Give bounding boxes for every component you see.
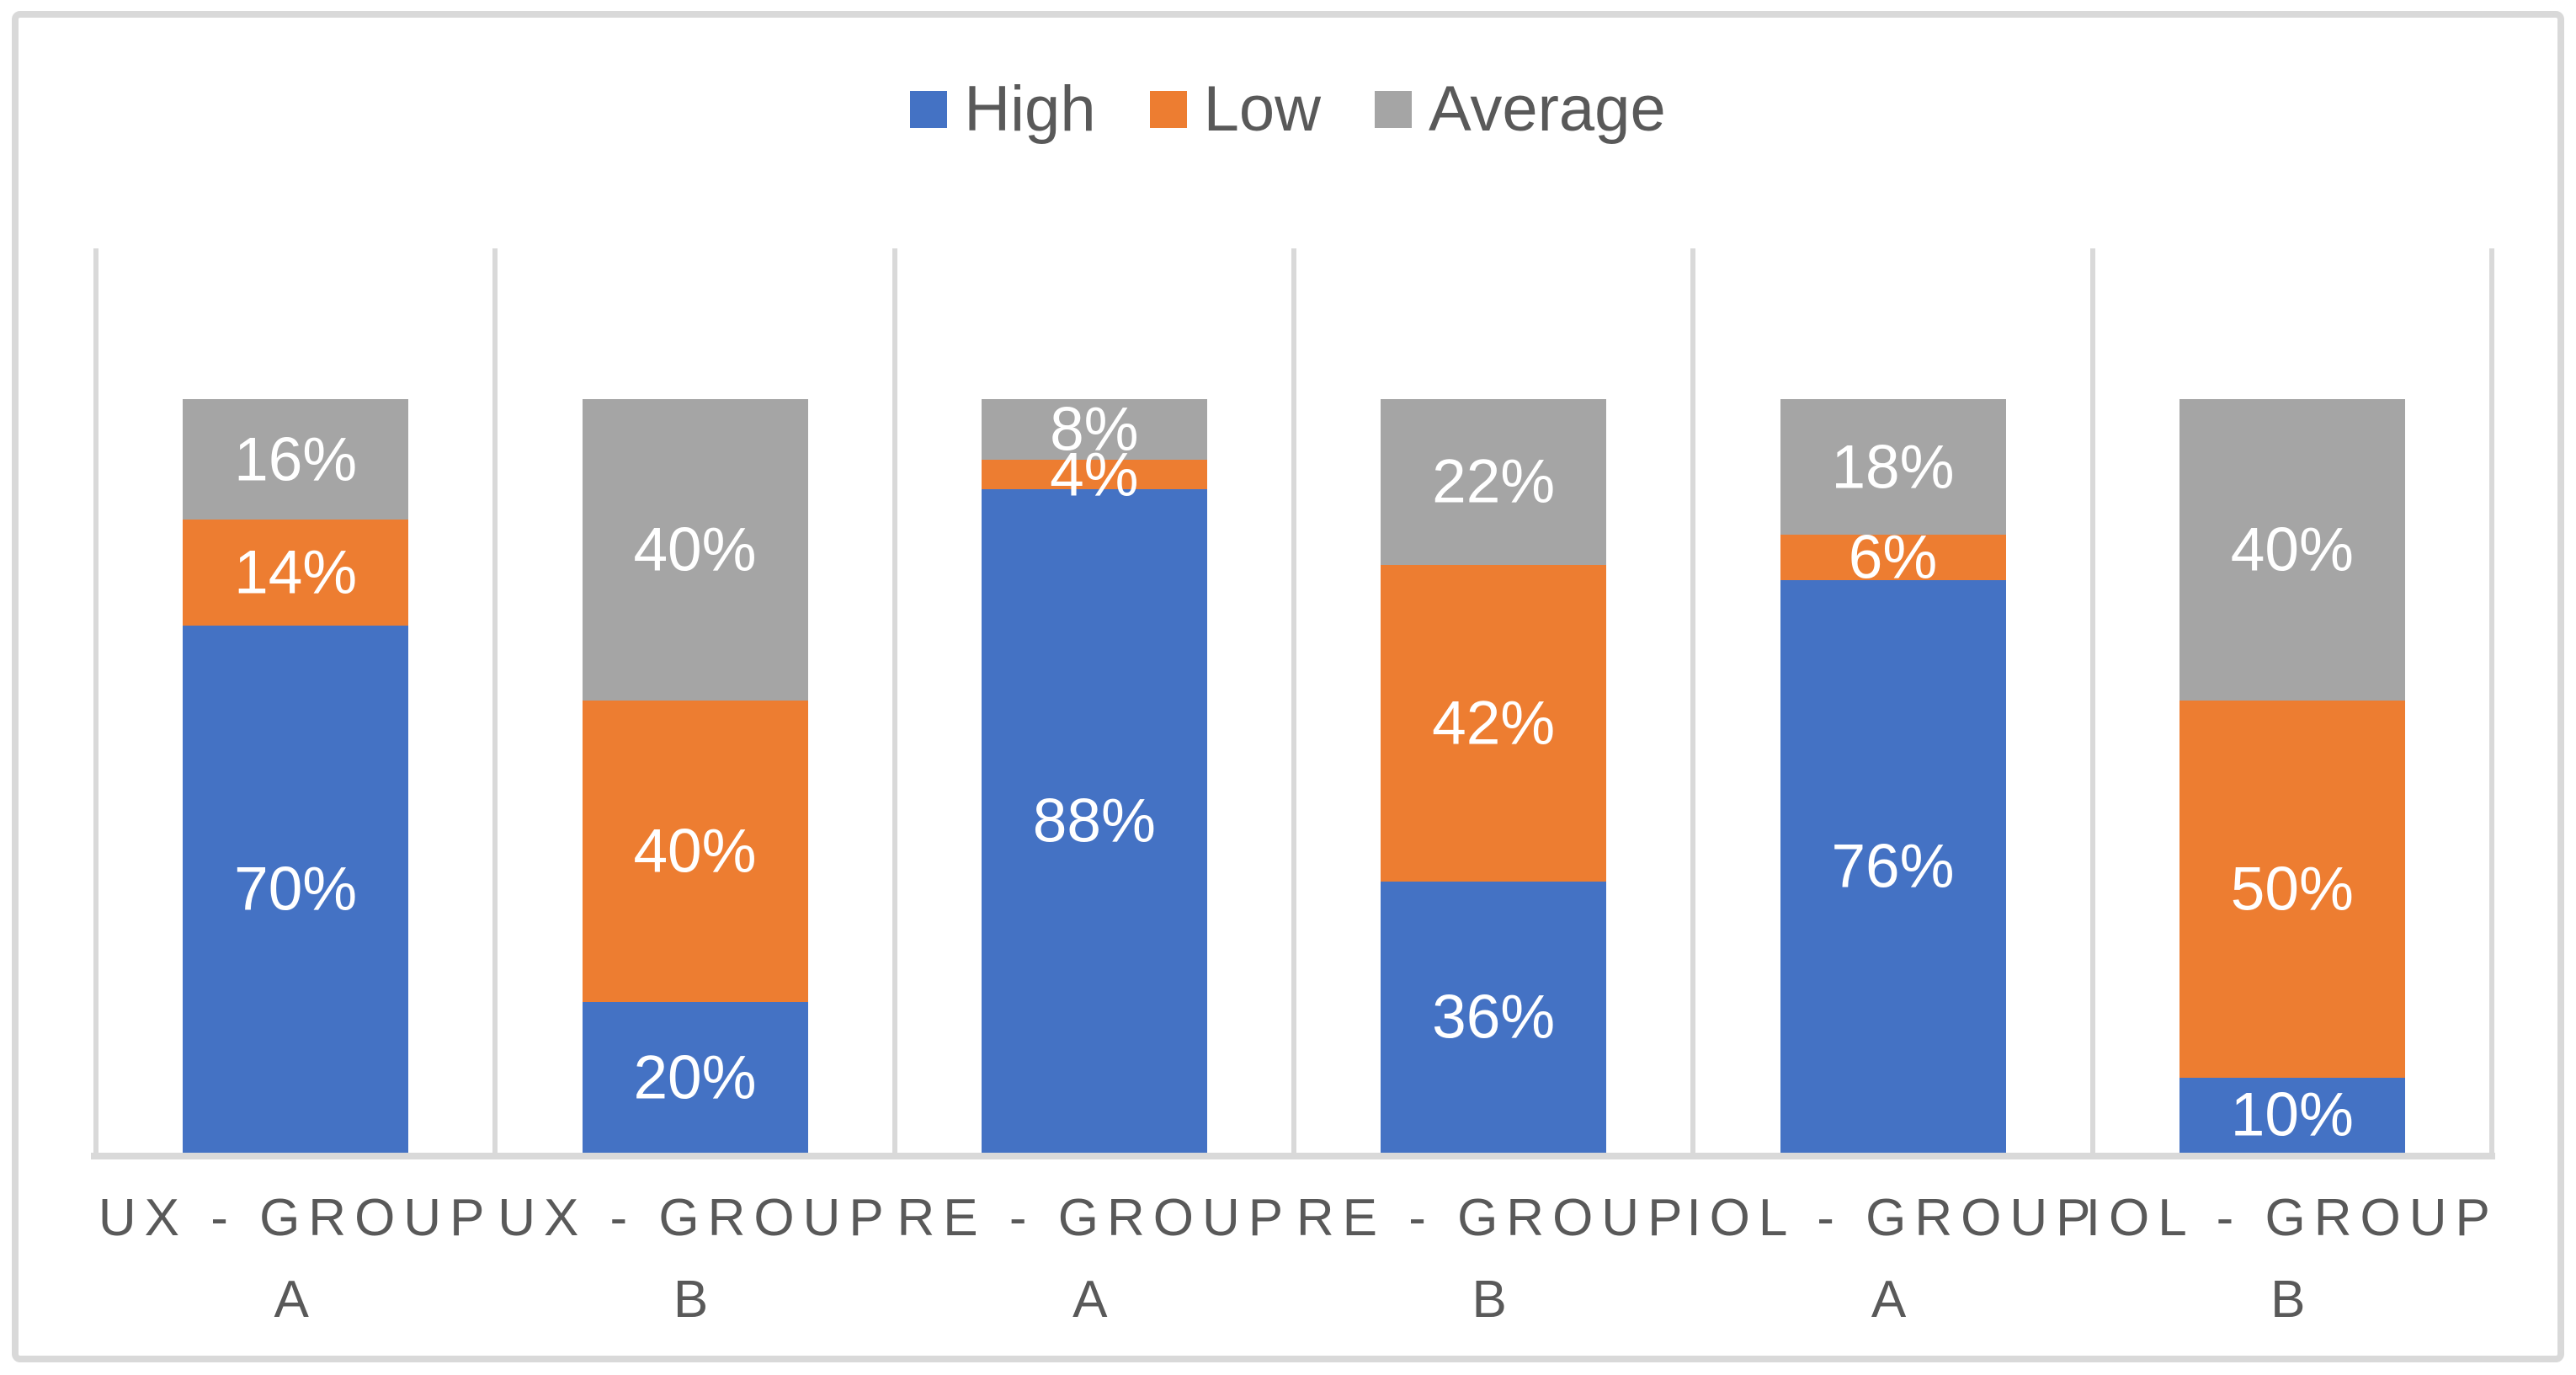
category-label-line: IOL - GROUP xyxy=(2085,1189,2499,1247)
vertical-gridline xyxy=(2089,248,2095,1153)
bar-segment-average: 8% xyxy=(981,395,1207,464)
data-label: 40% xyxy=(2230,515,2354,584)
legend-swatch-icon xyxy=(1375,90,1413,128)
data-label: 50% xyxy=(2230,855,2354,924)
data-label: 8% xyxy=(1050,395,1139,464)
stacked-bar: 18% 6% 76% xyxy=(1780,399,2006,1153)
vertical-gridline xyxy=(2489,248,2494,1153)
bar-segment-high: 70% xyxy=(183,625,409,1153)
data-label: 16% xyxy=(234,425,358,494)
legend-item-low: Low xyxy=(1149,73,1322,145)
bar-segment-low: 50% xyxy=(2179,701,2405,1078)
vertical-gridline xyxy=(1690,248,1696,1153)
category-label-line: B xyxy=(673,1271,717,1329)
data-label: 14% xyxy=(234,538,358,607)
stacked-bar: 22% 42% 36% xyxy=(1381,399,1607,1153)
stacked-bar: 16% 14% 70% xyxy=(183,399,409,1153)
bar-segment-average: 18% xyxy=(1780,399,2006,536)
legend-swatch-icon xyxy=(1149,90,1187,128)
bar-segment-high: 36% xyxy=(1381,881,1607,1153)
bar-segment-high: 76% xyxy=(1780,579,2006,1153)
vertical-gridline xyxy=(93,248,98,1153)
category-label-line: IOL - GROUP xyxy=(1686,1189,2100,1247)
stacked-bar: 8% 4% 88% xyxy=(981,395,1207,1153)
category-label: RE - GROUP B xyxy=(1294,1177,1693,1340)
category-label-line: A xyxy=(1072,1271,1116,1329)
vertical-gridline xyxy=(1291,248,1296,1153)
data-label: 42% xyxy=(1432,689,1556,758)
legend-label: Average xyxy=(1429,73,1666,145)
category-label-line: RE - GROUP xyxy=(897,1189,1292,1247)
category-label: IOL - GROUP B xyxy=(2086,1177,2492,1340)
legend-swatch-icon xyxy=(910,90,948,128)
data-label: 4% xyxy=(1050,440,1139,509)
bar-segment-average: 40% xyxy=(2179,399,2405,701)
bar-segment-low: 42% xyxy=(1381,564,1607,882)
data-label: 88% xyxy=(1032,786,1156,855)
category-label-line: UX - GROUP xyxy=(98,1189,493,1247)
legend-label: High xyxy=(964,73,1096,145)
plot-area: 16% 14% 70% 40% 40% 20% 8% 4% 88% 22% 42% 36% 18% 6% 7… xyxy=(93,248,2494,1153)
bar-segment-low: 4% xyxy=(981,444,1207,505)
bar-segment-high: 88% xyxy=(981,489,1207,1153)
category-label-line: UX - GROUP xyxy=(498,1189,892,1247)
bar-segment-average: 22% xyxy=(1381,399,1607,565)
category-label: UX - GROUP B xyxy=(496,1177,895,1340)
stacked-bar: 40% 50% 10% xyxy=(2179,399,2405,1153)
bar-segment-low: 40% xyxy=(582,701,808,1002)
vertical-gridline xyxy=(891,248,897,1153)
category-label-line: B xyxy=(1472,1271,1515,1329)
category-label: RE - GROUP A xyxy=(895,1177,1294,1340)
data-label: 20% xyxy=(633,1043,757,1111)
bar-segment-low: 6% xyxy=(1780,526,2006,588)
legend: High Low Average xyxy=(0,76,2576,143)
category-label: IOL - GROUP A xyxy=(1686,1177,2093,1340)
data-label: 10% xyxy=(2230,1080,2354,1149)
category-label-line: RE - GROUP xyxy=(1296,1189,1691,1247)
legend-item-average: Average xyxy=(1375,76,1666,143)
category-label-line: A xyxy=(274,1271,317,1329)
category-label: UX - GROUP A xyxy=(96,1177,495,1340)
bar-segment-average: 40% xyxy=(582,399,808,701)
stacked-bar: 40% 40% 20% xyxy=(582,399,808,1153)
x-axis-line xyxy=(91,1153,2495,1159)
chart-frame-border xyxy=(12,11,2564,1362)
data-label: 36% xyxy=(1432,983,1556,1052)
vertical-gridline xyxy=(492,248,498,1153)
data-label: 76% xyxy=(1831,832,1955,901)
category-label-line: A xyxy=(1871,1271,1915,1329)
bar-segment-high: 20% xyxy=(582,1002,808,1153)
x-axis-category-labels: UX - GROUP A UX - GROUP B RE - GROUP A RE - GR… xyxy=(96,1177,2492,1362)
data-label: 40% xyxy=(633,515,757,584)
bar-segment-high: 10% xyxy=(2179,1077,2405,1153)
data-label: 22% xyxy=(1432,447,1556,516)
data-label: 18% xyxy=(1831,433,1955,502)
data-label: 40% xyxy=(633,817,757,886)
legend-label: Low xyxy=(1203,73,1322,145)
legend-item-high: High xyxy=(910,73,1096,145)
category-label-line: B xyxy=(2270,1271,2314,1329)
bar-segment-average: 16% xyxy=(183,399,409,520)
data-label: 70% xyxy=(234,855,358,924)
bar-segment-low: 14% xyxy=(183,520,409,626)
data-label: 6% xyxy=(1848,523,1938,592)
